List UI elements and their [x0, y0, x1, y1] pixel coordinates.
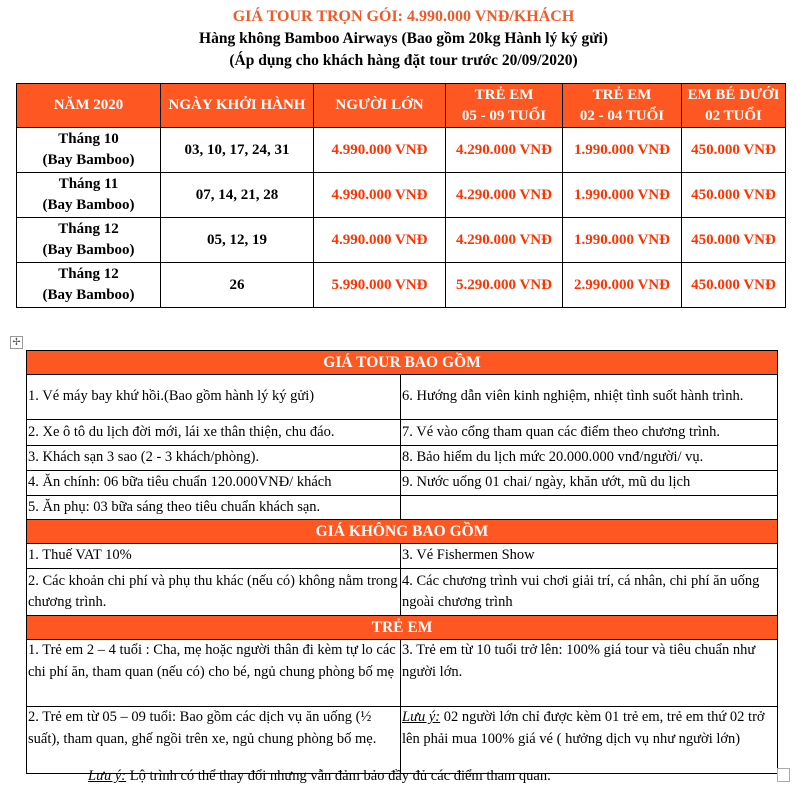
detail-cell: 5. Ăn phụ: 03 bữa sáng theo tiêu chuẩn k…	[26, 495, 401, 520]
table-row: 2. Các khoản chi phí và phụ thu khác (nế…	[26, 568, 778, 616]
column-header: NGƯỜI LỚN	[313, 83, 446, 128]
column-header: NGÀY KHỞI HÀNH	[160, 83, 314, 128]
detail-cell: 8. Bảo hiểm du lịch mức 20.000.000 vnđ/n…	[400, 445, 778, 471]
section-title: GIÁ KHÔNG BAO GỒM	[26, 519, 778, 544]
month-cell: Tháng 12 (Bay Bamboo)	[16, 262, 161, 308]
price-cell: 1.990.000 VNĐ	[562, 127, 682, 173]
detail-cell: 3. Khách sạn 3 sao (2 - 3 khách/phòng).	[26, 445, 401, 471]
month: Tháng 10	[58, 131, 119, 147]
table-row: 5. Ăn phụ: 03 bữa sáng theo tiêu chuẩn k…	[26, 495, 778, 520]
price-cell: 4.290.000 VNĐ	[445, 217, 563, 263]
price-cell: 4.290.000 VNĐ	[445, 172, 563, 218]
detail-cell: 4. Các chương trình vui chơi giải trí, c…	[400, 568, 778, 616]
detail-cell: 7. Vé vào cổng tham quan các điểm theo c…	[400, 419, 778, 446]
section-title: TRẺ EM	[26, 615, 778, 640]
airline: (Bay Bamboo)	[42, 287, 135, 303]
month: Tháng 12	[58, 266, 119, 282]
included-section-header: GIÁ TOUR BAO GỒM	[26, 350, 778, 375]
column-header: NĂM 2020	[16, 83, 161, 128]
footer-note-label: Lưu ý:	[88, 768, 127, 784]
detail-cell: 2. Trẻ em từ 05 – 09 tuổi: Bao gồm các d…	[26, 706, 401, 774]
price-cell: 450.000 VNĐ	[681, 127, 786, 173]
table-row: 1. Vé máy bay khứ hồi.(Bao gồm hành lý k…	[26, 374, 778, 420]
table-row: Tháng 11 (Bay Bamboo) 07, 14, 21, 28 4.990.…	[16, 172, 786, 218]
detail-cell: 4. Ăn chính: 06 bữa tiêu chuẩn 120.000VN…	[26, 470, 401, 496]
airline: (Bay Bamboo)	[42, 197, 135, 213]
airline: (Bay Bamboo)	[42, 152, 135, 168]
table-row: 3. Khách sạn 3 sao (2 - 3 khách/phòng). 8…	[26, 445, 778, 471]
table-row: 1. Thuế VAT 10% 3. Vé Fishermen Show	[26, 543, 778, 569]
dates-cell: 07, 14, 21, 28	[160, 172, 314, 218]
month-cell: Tháng 12 (Bay Bamboo)	[16, 217, 161, 263]
month: Tháng 11	[58, 176, 119, 192]
detail-cell: 1. Thuế VAT 10%	[26, 543, 401, 569]
price-table: NĂM 2020 NGÀY KHỞI HÀNH NGƯỜI LỚN TRẺ EM 05 …	[16, 83, 786, 308]
note-text: 02 người lớn chỉ được kèm 01 trẻ em, trẻ…	[402, 709, 765, 747]
note-label: Lưu ý:	[402, 709, 441, 725]
tour-details-table: GIÁ TOUR BAO GỒM 1. Vé máy bay khứ hồi.(B…	[26, 350, 778, 774]
table-row: 2. Trẻ em từ 05 – 09 tuổi: Bao gồm các d…	[26, 706, 778, 774]
price-cell: 2.990.000 VNĐ	[562, 262, 682, 308]
month: Tháng 12	[58, 221, 119, 237]
section-title: GIÁ TOUR BAO GỒM	[26, 350, 778, 375]
detail-cell: 1. Vé máy bay khứ hồi.(Bao gồm hành lý k…	[26, 374, 401, 420]
table-row: 4. Ăn chính: 06 bữa tiêu chuẩn 120.000VN…	[26, 470, 778, 496]
detail-cell	[400, 495, 778, 520]
month-cell: Tháng 11 (Bay Bamboo)	[16, 172, 161, 218]
price-cell: 450.000 VNĐ	[681, 217, 786, 263]
dates-cell: 03, 10, 17, 24, 31	[160, 127, 314, 173]
price-cell: 1.990.000 VNĐ	[562, 217, 682, 263]
tour-title: GIÁ TOUR TRỌN GÓI: 4.990.000 VNĐ/KHÁCH	[232, 8, 575, 25]
table-row: 1. Trẻ em 2 – 4 tuổi : Cha, mẹ hoặc ngườ…	[26, 639, 778, 707]
footer-note-text: Lộ trình có thể thay đổi nhưng vẫn đảm b…	[126, 768, 551, 784]
table-row: Tháng 12 (Bay Bamboo) 26 5.990.000 VNĐ 5.290…	[16, 262, 786, 308]
detail-cell: 6. Hướng dẫn viên kinh nghiệm, nhiệt tìn…	[400, 374, 778, 420]
footer-note: Lưu ý: Lộ trình có thể thay đổi nhưng vẫ…	[88, 768, 551, 785]
airline: (Bay Bamboo)	[42, 242, 135, 258]
detail-cell: 3. Vé Fishermen Show	[400, 543, 778, 569]
children-section-header: TRẺ EM	[26, 615, 778, 640]
price-cell: 450.000 VNĐ	[681, 262, 786, 308]
price-cell: 450.000 VNĐ	[681, 172, 786, 218]
price-cell: 4.290.000 VNĐ	[445, 127, 563, 173]
excluded-section-header: GIÁ KHÔNG BAO GỒM	[26, 519, 778, 544]
dates-cell: 05, 12, 19	[160, 217, 314, 263]
price-cell: 1.990.000 VNĐ	[562, 172, 682, 218]
detail-cell: 2. Xe ô tô du lịch đời mới, lái xe thân …	[26, 419, 401, 446]
price-cell: 4.990.000 VNĐ	[313, 172, 446, 218]
tour-subtitle: Hàng không Bamboo Airways (Bao gồm 20kg …	[199, 30, 608, 47]
detail-cell: 3. Trẻ em từ 10 tuổi trở lên: 100% giá t…	[400, 639, 778, 707]
paragraph-mark-icon	[777, 768, 790, 782]
month-cell: Tháng 10 (Bay Bamboo)	[16, 127, 161, 173]
column-header: TRẺ EM 05 - 09 TUỔI	[445, 83, 563, 128]
column-header: TRẺ EM 02 - 04 TUỔI	[562, 83, 682, 128]
detail-cell: 1. Trẻ em 2 – 4 tuổi : Cha, mẹ hoặc ngườ…	[26, 639, 401, 707]
table-move-handle-icon[interactable]: ✢	[10, 336, 23, 349]
detail-cell: 9. Nước uống 01 chai/ ngày, khăn ướt, mũ…	[400, 470, 778, 496]
table-row: Tháng 10 (Bay Bamboo) 03, 10, 17, 24, 31 4.…	[16, 127, 786, 173]
price-cell: 5.290.000 VNĐ	[445, 262, 563, 308]
price-cell: 5.990.000 VNĐ	[313, 262, 446, 308]
detail-cell: 2. Các khoản chi phí và phụ thu khác (nế…	[26, 568, 401, 616]
table-row: Tháng 12 (Bay Bamboo) 05, 12, 19 4.990.000 …	[16, 217, 786, 263]
dates-cell: 26	[160, 262, 314, 308]
price-cell: 4.990.000 VNĐ	[313, 217, 446, 263]
detail-cell: Lưu ý: 02 người lớn chỉ được kèm 01 trẻ …	[400, 706, 778, 774]
column-header: EM BÉ DƯỚI 02 TUỔI	[681, 83, 786, 128]
table-row: 2. Xe ô tô du lịch đời mới, lái xe thân …	[26, 419, 778, 446]
price-cell: 4.990.000 VNĐ	[313, 127, 446, 173]
tour-note: (Áp dụng cho khách hàng đặt tour trước 2…	[229, 52, 578, 69]
